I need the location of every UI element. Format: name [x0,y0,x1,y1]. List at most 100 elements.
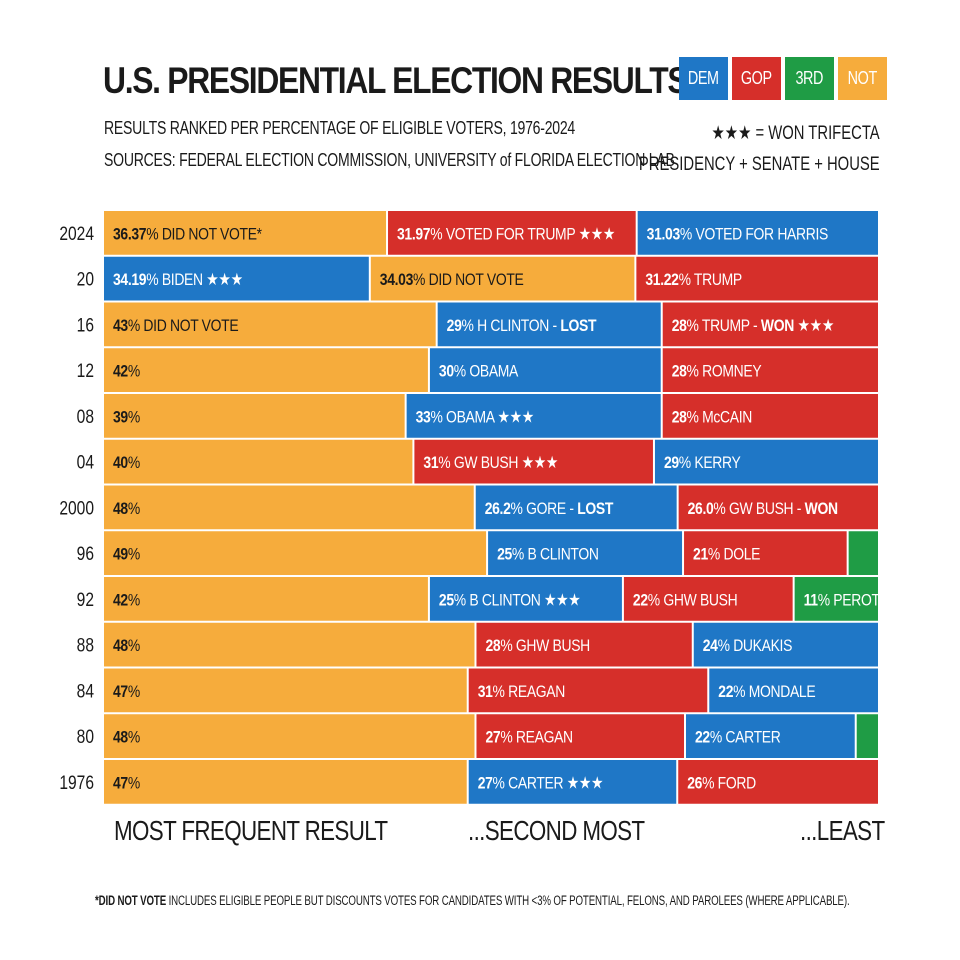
segment-label: 42% [113,362,140,381]
trifecta-note-line1: ★★★ = WON TRIFECTA [711,123,880,144]
segment-label: 22% GHW BUSH [633,591,737,610]
footnote-text: INCLUDES ELIGIBLE PEOPLE BUT DISCOUNTS V… [166,893,850,908]
year-label: 08 [77,405,94,427]
bar-segment-dem [468,760,677,804]
year-label: 88 [77,634,94,656]
bar-segment-not [104,348,428,392]
segment-label: 11% PEROT [804,591,881,610]
bar-segment-not [104,439,413,484]
legend: DEM GOP 3RD NOT [679,57,887,100]
segment-label: 22% MONDALE [718,683,815,702]
bar-segment-dem [488,531,683,575]
bar-segment-gop [623,577,793,621]
rank-label-second: ...SECOND MOST [468,815,645,846]
bar-segment-not [104,760,467,804]
segment-label: 27% REAGAN [485,728,572,747]
year-label: 2000 [59,497,94,519]
segment-label: 28% ROMNEY [672,362,762,381]
legend-label-dem: DEM [688,68,719,88]
bar-segment-not [104,714,475,758]
segment-label: 26% FORD [687,774,756,793]
segment-label: 31% GW BUSH ★★★ [423,454,558,473]
segment-label: 36.37% DID NOT VOTE* [113,225,262,244]
segment-label: 25% B CLINTON ★★★ [439,591,581,610]
bar-segment-gop [414,439,653,484]
segment-label: 29% KERRY [664,454,741,473]
legend-item-dem: DEM [679,57,728,100]
year-label: 1976 [59,771,94,793]
bar-segment-dem [637,211,878,255]
segment-label: 33% OBAMA ★★★ [416,408,535,427]
year-label: 96 [77,543,94,565]
segment-label: 34.19% BIDEN ★★★ [113,271,243,290]
segment-label: 29% H CLINTON - LOST [447,317,597,336]
chart-sources: SOURCES: FEDERAL ELECTION COMMISSION, UN… [104,150,675,170]
bar-segment-not [104,531,487,575]
segment-label: 31.97% VOTED FOR TRUMP ★★★ [397,225,615,244]
footnote-bold: *DID NOT VOTE [95,893,167,908]
rank-labels: MOST FREQUENT RESULT ...SECOND MOST ...L… [0,815,960,855]
year-label: 2024 [59,222,94,244]
segment-label: 22% CARTER [695,728,781,747]
footnote: *DID NOT VOTE INCLUDES ELIGIBLE PEOPLE B… [95,893,850,908]
legend-label-gop: GOP [741,68,772,88]
rank-label-most: MOST FREQUENT RESULT [114,815,388,846]
bar-segment-dem [654,439,878,484]
segment-label: 21% DOLE [693,545,760,564]
bar-segment-3rd [856,714,878,758]
segment-label: 42% [113,591,140,610]
legend-label-3rd: 3RD [795,68,824,88]
segment-label: 34.03% DID NOT VOTE [380,271,524,290]
bar-segment-gop [684,531,847,575]
bar-segment-dem [693,622,878,667]
segment-label: 39% [113,408,140,427]
segment-label: 31.03% VOTED FOR HARRIS [647,225,828,244]
segment-label: 48% [113,500,140,519]
bar-segment-gop [636,256,878,301]
segment-label: 48% [113,728,140,747]
segment-label: 47% [113,774,140,793]
segment-label: 28% McCAIN [672,408,752,427]
bar-segment-not [104,394,405,438]
bar-segment-not [104,577,428,621]
bar-segment-dem [437,302,661,347]
year-label: 92 [77,588,94,610]
bar-segment-dem [709,668,878,713]
legend-label-not: NOT [847,68,878,88]
legend-item-not: NOT [838,57,887,100]
bar-segment-gop [388,211,636,255]
segment-label: 47% [113,683,140,702]
bar-segment-gop [468,668,708,713]
bar-segment-not [104,211,387,255]
year-label: 04 [77,451,95,473]
segment-label: 28% GHW BUSH [485,637,589,656]
year-label: 12 [77,360,94,382]
segment-label: 25% B CLINTON [497,545,599,564]
chart-subtitle: RESULTS RANKED PER PERCENTAGE OF ELIGIBL… [104,118,575,138]
bar-segment-not [104,302,436,347]
bar-segment-dem [429,348,661,392]
legend-item-3rd: 3RD [785,57,834,100]
bar-segment-gop [476,622,692,667]
segment-label: 27% CARTER ★★★ [478,774,604,793]
year-label: 16 [77,314,94,336]
year-label: 20 [77,268,94,290]
chart-title: U.S. PRESIDENTIAL ELECTION RESULTS [103,60,689,101]
bar-segment-not [104,668,467,713]
year-label: 80 [77,726,94,748]
segment-label: 26.2% GORE - LOST [485,500,614,519]
trifecta-note: ★★★ = WON TRIFECTA PRESIDENCY + SENATE +… [639,118,880,180]
bar-segment-gop [662,302,878,347]
bar-segment-gop [678,485,878,530]
bar-segment-not [104,485,474,530]
legend-item-gop: GOP [732,57,781,100]
bar-segment-dem [406,394,661,438]
bar-segment-3rd [794,577,878,621]
segment-label: 28% TRUMP - WON ★★★ [672,317,835,336]
segment-label: 31% REAGAN [478,683,565,702]
bar-segment-gop [476,714,684,758]
bar-segment-gop [662,394,878,438]
segment-label: 26.0% GW BUSH - WON [688,500,838,519]
rank-label-least: ...LEAST [800,815,885,846]
